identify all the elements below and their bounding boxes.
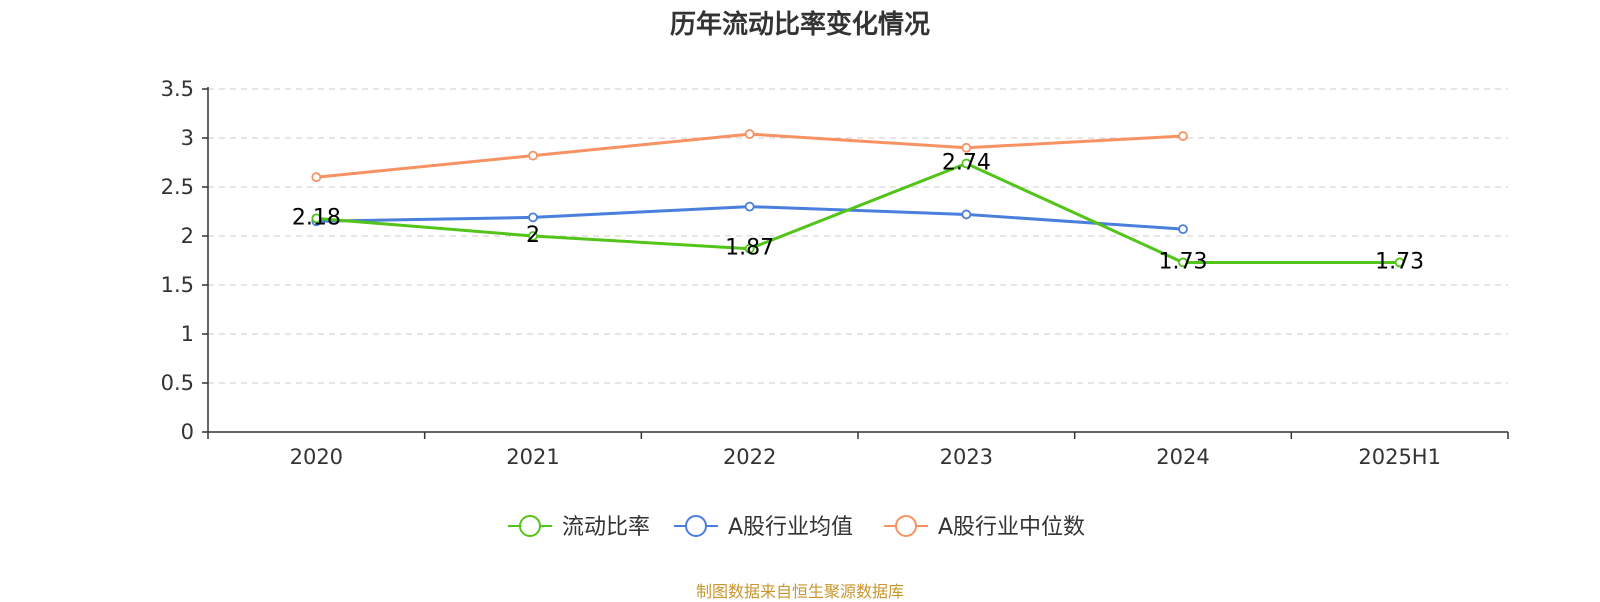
legend-label: A股行业中位数 xyxy=(938,515,1085,540)
y-tick-label: 3.5 xyxy=(161,77,194,101)
x-tick-label: 2024 xyxy=(1156,445,1209,469)
legend-item[interactable]: A股行业中位数 xyxy=(884,515,1085,540)
data-point xyxy=(744,201,755,212)
y-tick-label: 3 xyxy=(181,126,194,150)
data-point xyxy=(528,231,538,241)
data-point xyxy=(311,172,322,183)
data-point xyxy=(961,209,972,220)
data-labels: 2.18 2 1.87 2.74 1.73 1.73 xyxy=(292,150,1424,274)
source-note: 制图数据来自恒生聚源数据库 xyxy=(695,582,904,601)
chart-title: 历年流动比率变化情况 xyxy=(669,10,930,40)
y-tick-label: 2.5 xyxy=(161,175,194,199)
legend-label: A股行业均值 xyxy=(728,515,853,540)
data-point xyxy=(528,150,538,161)
data-point xyxy=(1178,257,1188,268)
data-point xyxy=(528,212,538,223)
grid-lines xyxy=(208,88,1508,384)
legend-item[interactable]: 流动比率 xyxy=(508,515,650,540)
data-label: 2.18 xyxy=(292,205,341,230)
y-tick-label: 2 xyxy=(181,224,194,248)
x-tick-label: 2022 xyxy=(723,445,776,469)
data-point xyxy=(744,243,755,254)
data-label: 1.73 xyxy=(1375,249,1424,274)
data-point xyxy=(311,213,322,224)
y-tick-label: 0 xyxy=(181,420,194,444)
legend[interactable]: 流动比率 A股行业均值 A股行业中位数 xyxy=(508,515,1085,540)
legend-marker xyxy=(519,515,541,537)
x-tick-label: 2025H1 xyxy=(1358,445,1441,469)
data-point xyxy=(1394,257,1405,268)
legend-label: 流动比率 xyxy=(562,515,650,540)
axes: 0 0.5 1 1.5 2 2.5 3 3.5 2020 2021 2022 2023 2024 2025… xyxy=(161,77,1509,469)
x-tick-label: 2021 xyxy=(506,445,559,469)
legend-marker xyxy=(685,515,707,537)
y-tick-label: 1 xyxy=(181,322,194,346)
series-lines xyxy=(311,129,1405,268)
data-point xyxy=(961,142,972,153)
x-tick-label: 2023 xyxy=(940,445,993,469)
series-line xyxy=(316,132,1184,179)
data-label: 1.73 xyxy=(1159,249,1208,274)
data-label: 1.87 xyxy=(725,236,774,261)
data-label: 2 xyxy=(526,223,540,248)
y-tick-label: 1.5 xyxy=(161,273,194,297)
data-point xyxy=(1178,131,1188,141)
data-point xyxy=(744,129,755,139)
legend-marker xyxy=(895,515,917,537)
data-point xyxy=(1178,224,1188,235)
x-tick-label: 2020 xyxy=(290,445,343,469)
data-label: 2.74 xyxy=(942,150,991,175)
series-line xyxy=(316,161,1400,264)
y-tick-label: 0.5 xyxy=(161,371,194,395)
data-point xyxy=(961,158,972,169)
legend-item[interactable]: A股行业均值 xyxy=(674,515,853,540)
